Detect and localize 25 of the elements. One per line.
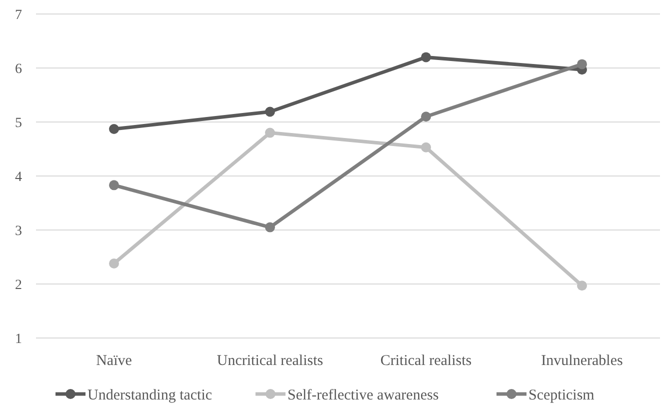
point bbox=[421, 52, 431, 62]
point bbox=[265, 106, 275, 117]
point bbox=[109, 258, 119, 268]
point bbox=[421, 112, 431, 122]
point bbox=[109, 124, 119, 134]
x-tick-label: Invulnerables bbox=[541, 353, 623, 369]
y-tick-label: 6 bbox=[15, 62, 22, 77]
y-tick-label: 1 bbox=[15, 332, 22, 347]
point bbox=[421, 142, 431, 152]
point bbox=[577, 280, 587, 291]
y-tick-label: 3 bbox=[15, 224, 22, 239]
y-tick-label: 5 bbox=[15, 116, 22, 131]
y-tick-label: 2 bbox=[15, 278, 22, 293]
legend-label: Understanding tactic bbox=[88, 387, 212, 404]
point bbox=[265, 128, 275, 138]
x-tick-label: Uncritical realists bbox=[216, 353, 324, 369]
y-tick-label: 4 bbox=[15, 170, 22, 185]
legend-label: Self-reflective awareness bbox=[288, 387, 439, 404]
x-tick-label: Naïve bbox=[96, 353, 132, 369]
legend-label: Scepticism bbox=[528, 387, 595, 404]
x-tick-label: Critical realists bbox=[380, 353, 472, 369]
point bbox=[109, 180, 119, 190]
y-tick-label: 7 bbox=[15, 8, 22, 23]
point bbox=[265, 222, 275, 232]
point bbox=[577, 59, 587, 70]
